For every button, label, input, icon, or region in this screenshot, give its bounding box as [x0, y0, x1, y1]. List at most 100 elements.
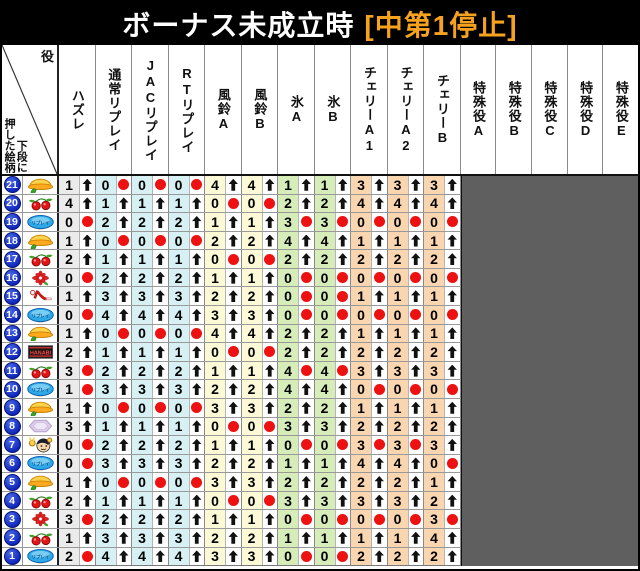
- title-main: ボーナス未成立時: [122, 9, 355, 41]
- row-number-cell: 19: [2, 213, 23, 231]
- up-arrow-icon: [192, 550, 202, 563]
- table-header-row: 役 押した絵柄 下段に ハズレ 通常リプレイ JACリプレイ RTリプレイ 風鈴A 風鈴B…: [2, 45, 638, 176]
- stop-result-cell: [116, 361, 132, 380]
- up-arrow-icon: [374, 476, 384, 489]
- stop-result-cell: [153, 324, 169, 343]
- stop-count-value: 2: [387, 343, 409, 361]
- up-arrow-icon: [228, 364, 238, 377]
- stop-cell-hazure: 2: [59, 250, 96, 268]
- stop-cell-furin: 0: [241, 194, 278, 213]
- stop-result-cell: [262, 250, 278, 268]
- stop-result-cell: [116, 324, 132, 343]
- stop-cell-cherry: 1: [424, 473, 461, 491]
- up-arrow-icon: [82, 290, 92, 303]
- up-arrow-icon: [301, 401, 311, 414]
- stop-result-cell: [116, 231, 132, 250]
- column-header-special: 特殊役C: [531, 45, 568, 174]
- stop-count-value: 2: [387, 547, 409, 566]
- row-number-cell: 20: [2, 194, 23, 213]
- stop-cell-cherry: 2: [351, 343, 388, 361]
- stop-cell-cherry: 4: [351, 194, 388, 213]
- stop-cell-furin: 3: [241, 306, 278, 324]
- stop-cell-koori: 2: [278, 324, 315, 343]
- stop-count-value: 1: [351, 398, 372, 417]
- table-row: 19 リプレイ 0 2 2 2 1 1 3 3 0 0 0: [2, 213, 461, 232]
- stop-count-value: 3: [59, 417, 80, 436]
- stop-count-value: 1: [132, 194, 153, 213]
- up-arrow-icon: [155, 531, 165, 544]
- stop-cell-cherry: 2: [387, 250, 424, 268]
- stop-cell-cherry: 2: [387, 473, 424, 491]
- stop-result-cell: [226, 194, 242, 213]
- stop-cell-koori: 2: [278, 398, 315, 417]
- stop-count-value: 0: [205, 417, 226, 436]
- stop-result-cell: [335, 436, 351, 454]
- up-arrow-icon: [447, 197, 457, 210]
- red-dot-icon: [81, 365, 93, 377]
- stop-cell-replay: 2: [95, 510, 132, 528]
- stop-count-value: 3: [168, 454, 190, 473]
- stop-result-cell: [372, 306, 388, 324]
- stop-cell-replay: 4: [132, 306, 169, 324]
- stop-cell-replay: 2: [95, 361, 132, 380]
- stop-result-cell: [299, 547, 315, 566]
- replay-icon: リプレイ: [23, 213, 59, 231]
- row-number-badge: 1: [3, 547, 21, 565]
- stop-result-cell: [408, 398, 424, 417]
- stop-result-cell: [408, 250, 424, 268]
- stop-result-cell: [372, 510, 388, 528]
- stop-count-value: 4: [351, 454, 372, 473]
- stop-cell-replay: 3: [168, 528, 205, 547]
- replay-icon: リプレイ: [23, 454, 59, 473]
- stop-cell-replay: 0: [168, 473, 205, 491]
- stop-cell-replay: 4: [95, 306, 132, 324]
- svg-text:リプレイ: リプレイ: [31, 312, 49, 319]
- stop-count-value: 2: [132, 213, 153, 231]
- up-arrow-icon: [82, 197, 92, 210]
- up-arrow-icon: [301, 494, 311, 507]
- stop-result-cell: [262, 491, 278, 510]
- stop-cell-cherry: 3: [387, 361, 424, 380]
- stop-count-value: 0: [351, 380, 372, 398]
- stop-result-cell: [335, 361, 351, 380]
- stop-cell-koori: 1: [278, 454, 315, 473]
- row-number-cell: 2: [2, 528, 23, 547]
- stop-cell-replay: 1: [132, 343, 169, 361]
- up-arrow-icon: [374, 550, 384, 563]
- stop-result-cell: [408, 324, 424, 343]
- up-arrow-icon: [301, 531, 311, 544]
- stop-count-value: 0: [132, 176, 153, 194]
- stop-cell-furin: 2: [205, 454, 242, 473]
- column-header-koori: 氷B: [314, 45, 351, 174]
- stop-result-cell: [445, 213, 461, 231]
- stop-cell-cherry: 1: [351, 398, 388, 417]
- stop-count-value: 2: [95, 268, 117, 287]
- stop-cell-koori: 1: [314, 528, 351, 547]
- stop-count-value: 3: [205, 473, 226, 491]
- stop-cell-cherry: 2: [424, 491, 461, 510]
- stop-count-value: 4: [205, 324, 226, 343]
- cherry-icon: [23, 250, 59, 268]
- stop-cell-furin: 2: [241, 287, 278, 306]
- stop-count-value: 0: [168, 231, 190, 250]
- stop-count-value: 2: [168, 510, 190, 528]
- stop-cell-replay: 2: [132, 510, 169, 528]
- stop-cell-replay: 3: [132, 528, 169, 547]
- stop-cell-cherry: 4: [387, 454, 424, 473]
- red-dot-icon: [81, 439, 93, 451]
- stop-cell-cherry: 3: [424, 176, 461, 194]
- stop-result-cell: [445, 176, 461, 194]
- stop-result-cell: [335, 380, 351, 398]
- stop-cell-hazure: 0: [59, 268, 96, 287]
- up-arrow-icon: [119, 550, 129, 563]
- stop-result-cell: [408, 213, 424, 231]
- stop-count-value: 1: [59, 398, 80, 417]
- stop-cell-koori: 2: [278, 194, 315, 213]
- stop-cell-replay: 2: [132, 361, 169, 380]
- stop-cell-replay: 3: [132, 380, 169, 398]
- stop-result-cell: [299, 398, 315, 417]
- up-arrow-icon: [82, 253, 92, 266]
- stop-cell-koori: 3: [278, 491, 315, 510]
- stop-count-value: 3: [205, 306, 226, 324]
- stop-result-cell: [445, 417, 461, 436]
